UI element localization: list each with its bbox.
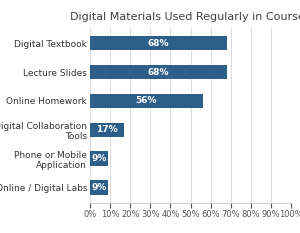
Text: 56%: 56% — [136, 96, 157, 105]
Text: 17%: 17% — [96, 125, 118, 134]
Bar — [90, 180, 108, 195]
Text: 9%: 9% — [92, 154, 107, 163]
Text: 68%: 68% — [148, 68, 169, 76]
Text: 68%: 68% — [148, 39, 169, 48]
Bar — [90, 94, 202, 108]
Bar — [90, 151, 108, 166]
Bar — [90, 36, 227, 50]
Title: Digital Materials Used Regularly in Courses: Digital Materials Used Regularly in Cour… — [70, 12, 300, 22]
Text: 9%: 9% — [92, 183, 107, 192]
Bar — [90, 65, 227, 79]
Bar — [90, 123, 124, 137]
